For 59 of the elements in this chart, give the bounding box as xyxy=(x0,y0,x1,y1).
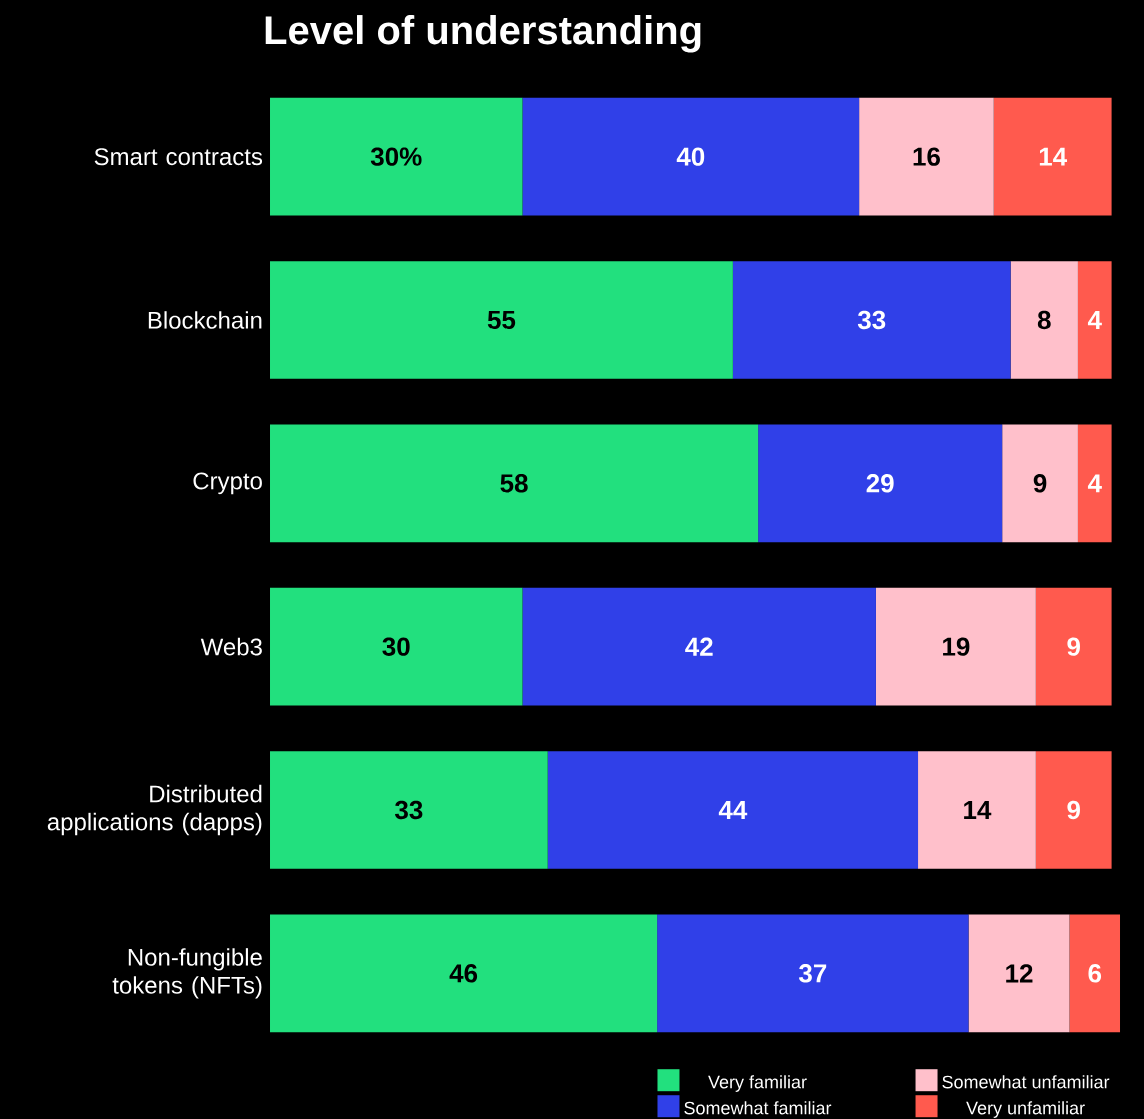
y-tick-label: Distributed applications (dapps) xyxy=(47,784,262,836)
data-label: 30 xyxy=(382,637,410,656)
data-label: 42 xyxy=(685,637,713,656)
data-label: 19 xyxy=(943,637,970,656)
data-label: 37 xyxy=(798,964,827,983)
data-label: 6 xyxy=(1088,964,1102,983)
data-label: 14 xyxy=(964,801,992,819)
data-label: 9 xyxy=(1033,474,1047,493)
bar xyxy=(859,97,994,216)
data-label: 14 xyxy=(1039,147,1068,166)
bar xyxy=(993,97,1112,216)
bar xyxy=(270,424,759,543)
bar xyxy=(1035,587,1112,706)
bar xyxy=(1010,261,1078,379)
bar xyxy=(270,261,733,379)
chart-title: Level of understanding xyxy=(265,15,701,53)
y-tick-label: Smart contracts xyxy=(94,148,263,166)
y-tick-label: Blockchain xyxy=(148,311,262,329)
bar xyxy=(1002,424,1078,543)
data-label: 16 xyxy=(913,147,940,166)
data-label: 12 xyxy=(1006,964,1033,983)
data-label: 58 xyxy=(500,474,528,493)
bar xyxy=(968,914,1070,1033)
bar xyxy=(1069,914,1121,1033)
y-tick-label: Web3 xyxy=(200,637,262,656)
bar xyxy=(522,97,860,216)
legend-label: Very unfamiliar xyxy=(966,1101,1085,1118)
legend-label: Very familiar xyxy=(708,1075,807,1092)
y-tick-label: Non-fungible tokens (NFTs) xyxy=(112,948,262,999)
bar xyxy=(1077,261,1112,379)
bar xyxy=(270,97,523,216)
y-tick-label: Crypto xyxy=(193,472,262,495)
data-label: 55 xyxy=(487,310,516,330)
data-label: 46 xyxy=(449,964,478,983)
data-label: 40 xyxy=(676,147,705,166)
data-label: 33 xyxy=(395,800,423,820)
bar xyxy=(732,261,1011,379)
data-label: 9 xyxy=(1067,800,1080,820)
data-label: 8 xyxy=(1037,310,1051,330)
legend-label: Somewhat unfamiliar xyxy=(942,1075,1110,1089)
bar xyxy=(1077,424,1112,543)
bar xyxy=(522,587,876,706)
bar xyxy=(657,914,969,1033)
bar xyxy=(270,751,548,869)
data-label: 44 xyxy=(718,801,748,819)
data-label: 4 xyxy=(1087,311,1102,329)
bar xyxy=(875,587,1036,706)
data-label: 29 xyxy=(866,474,894,493)
data-label: 33 xyxy=(857,310,886,330)
bar xyxy=(270,587,523,706)
bar xyxy=(270,914,658,1033)
bar xyxy=(1035,751,1112,869)
legend-label: Somewhat familiar xyxy=(684,1101,832,1115)
bar xyxy=(547,751,919,869)
bar xyxy=(758,424,1003,543)
data-label: 30% xyxy=(370,147,422,166)
data-label: 4 xyxy=(1087,474,1102,493)
bar xyxy=(918,751,1036,869)
data-label: 9 xyxy=(1067,637,1080,656)
